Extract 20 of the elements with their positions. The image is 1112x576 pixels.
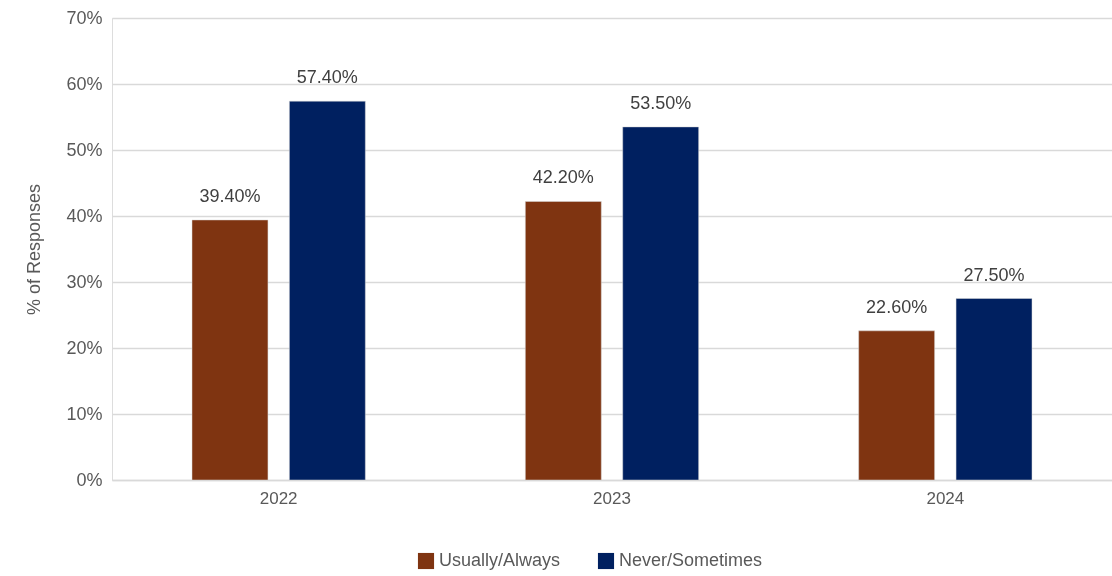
y-tick-label: 70% <box>66 7 103 28</box>
data-label: 22.60% <box>866 296 928 317</box>
data-label: 39.40% <box>199 185 261 206</box>
x-tick-label: 2022 <box>259 488 298 508</box>
legend-label: Never/Sometimes <box>619 550 763 570</box>
x-tick-label: 2024 <box>926 488 965 508</box>
data-label: 27.50% <box>963 264 1025 285</box>
y-axis-title: % of Responses <box>24 183 45 316</box>
y-tick-label: 50% <box>66 139 103 160</box>
y-tick-label: 60% <box>66 73 103 94</box>
y-tick-label: 0% <box>76 469 103 490</box>
y-tick-label: 40% <box>66 205 103 226</box>
legend-label: Usually/Always <box>439 550 561 570</box>
y-tick-label: 10% <box>66 403 103 424</box>
y-tick-label: 30% <box>66 271 103 292</box>
x-tick-label: 2023 <box>593 488 631 508</box>
data-label: 53.50% <box>630 92 692 113</box>
data-label: 42.20% <box>532 167 594 188</box>
data-label: 57.40% <box>296 67 358 88</box>
y-tick-label: 20% <box>66 337 103 358</box>
